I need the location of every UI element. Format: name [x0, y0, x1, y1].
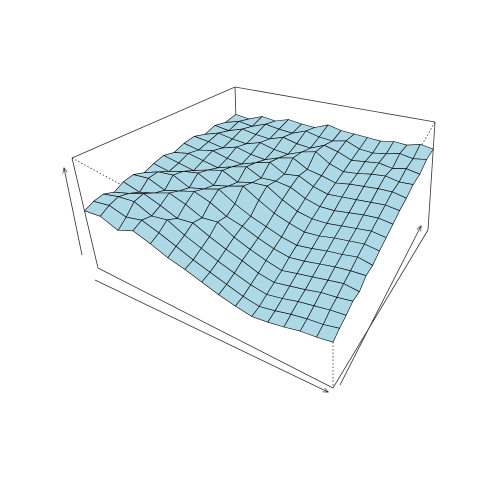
- surface-facet: [316, 324, 340, 343]
- box-edge: [71, 157, 99, 269]
- axes: [64, 168, 421, 392]
- box-edge: [427, 121, 436, 231]
- z-axis-arrow: [64, 168, 83, 256]
- y-axis-arrow: [339, 226, 421, 386]
- surface: [84, 114, 434, 343]
- x-axis-arrow: [94, 279, 328, 392]
